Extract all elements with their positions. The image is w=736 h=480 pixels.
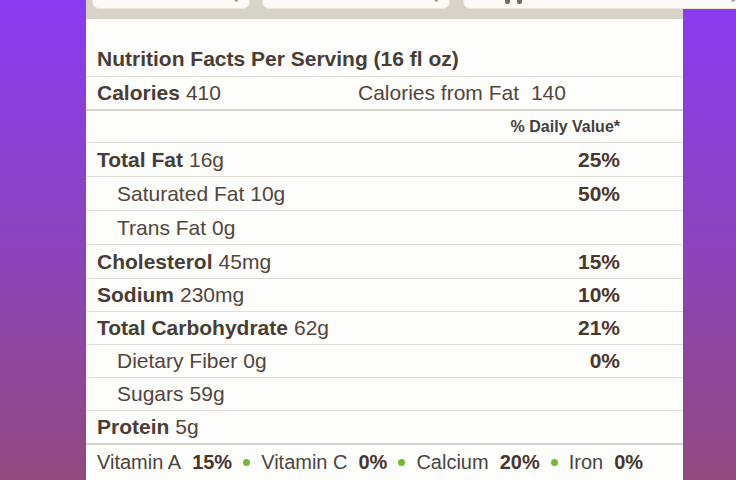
vitamin-value: 0%: [358, 451, 387, 474]
vitamin-item: Vitamin C 0%: [261, 451, 387, 474]
nutrient-label: Saturated Fat: [117, 182, 244, 206]
dropdown-right[interactable]: ⌄: [463, 0, 736, 9]
chevron-down-icon: ⌄: [230, 0, 242, 4]
nutrition-facts-card: ⌄ ⌄ ⌄ Nutrition Facts Per Serving (16 fl…: [86, 0, 683, 480]
daily-value-header-row: % Daily Value*: [86, 111, 683, 143]
nutrition-row-trans-fat: Trans Fat 0g: [86, 211, 683, 245]
daily-value-percent: 25%: [578, 148, 620, 172]
nutrition-row-dietary-fiber: Dietary Fiber 0g 0%: [86, 345, 683, 378]
dropdown-left[interactable]: ⌄: [92, 0, 250, 9]
daily-value-percent: 15%: [578, 250, 620, 274]
daily-value-header: % Daily Value*: [511, 118, 620, 136]
vitamin-name: Iron: [569, 451, 603, 474]
vitamin-value: 15%: [192, 451, 232, 474]
bullet-dot-icon: [243, 459, 250, 466]
nutrient-label: Trans Fat: [117, 216, 206, 240]
nutrient-label: Total Carbohydrate: [97, 316, 288, 340]
vitamin-name: Calcium: [416, 451, 488, 474]
nutrient-amount: 5g: [175, 415, 198, 439]
nutrient-amount: 0g: [212, 216, 235, 240]
vitamin-name: Vitamin A: [97, 451, 181, 474]
nutrition-title: Nutrition Facts Per Serving (16 fl oz): [97, 47, 459, 71]
nutrition-row-protein: Protein 5g: [86, 411, 683, 445]
vitamin-value: 0%: [614, 451, 643, 474]
nutrient-amount: 45mg: [219, 250, 272, 274]
bullet-dot-icon: [398, 459, 405, 466]
nutrition-row-total-carbohydrate: Total Carbohydrate 62g 21%: [86, 312, 683, 345]
daily-value-percent: 50%: [578, 182, 620, 206]
vitamin-value: 20%: [500, 451, 540, 474]
bullet-dot-icon: [551, 459, 558, 466]
calories-value: 410: [186, 81, 221, 105]
nutrition-row-total-fat: Total Fat 16g 25%: [86, 143, 683, 177]
nutrient-amount: 230mg: [180, 283, 244, 307]
nutrient-label: Cholesterol: [97, 250, 213, 274]
nutrient-amount: 59g: [190, 382, 225, 406]
nutrition-row-cholesterol: Cholesterol 45mg 15%: [86, 245, 683, 279]
nutrition-row-sugars: Sugars 59g: [86, 378, 683, 411]
nutrition-row-saturated-fat: Saturated Fat 10g 50%: [86, 177, 683, 211]
nutrient-amount: 10g: [250, 182, 285, 206]
daily-value-percent: 21%: [578, 316, 620, 340]
vitamin-name: Vitamin C: [261, 451, 347, 474]
calories-label: Calories: [97, 81, 180, 105]
daily-value-percent: 10%: [578, 283, 620, 307]
clipped-text-remnant: [505, 0, 510, 4]
clipped-text-remnant: [517, 0, 522, 4]
vitamin-item: Vitamin A 15%: [97, 451, 232, 474]
top-toolbar: ⌄ ⌄ ⌄: [86, 0, 683, 19]
nutrient-amount: 0g: [243, 349, 266, 373]
vitamins-row: Vitamin A 15% Vitamin C 0% Calcium 20% I…: [86, 445, 683, 480]
nutrient-label: Sugars: [117, 382, 184, 406]
nutrient-label: Total Fat: [97, 148, 183, 172]
dropdown-middle[interactable]: ⌄: [262, 0, 450, 9]
nutrient-label: Protein: [97, 415, 169, 439]
vitamin-item: Iron 0%: [569, 451, 643, 474]
nutrient-amount: 62g: [294, 316, 329, 340]
chevron-down-icon: ⌄: [727, 0, 736, 4]
nutrition-title-row: Nutrition Facts Per Serving (16 fl oz): [86, 19, 683, 77]
chevron-down-icon: ⌄: [430, 0, 442, 4]
nutrient-amount: 16g: [189, 148, 224, 172]
daily-value-percent: 0%: [590, 349, 620, 373]
calories-row: Calories 410 Calories from Fat 140: [86, 77, 683, 111]
nutrient-label: Sodium: [97, 283, 174, 307]
vitamin-item: Calcium 20%: [416, 451, 539, 474]
nutrition-row-sodium: Sodium 230mg 10%: [86, 279, 683, 312]
nutrient-label: Dietary Fiber: [117, 349, 237, 373]
calories-from-fat: Calories from Fat 140: [358, 81, 566, 105]
